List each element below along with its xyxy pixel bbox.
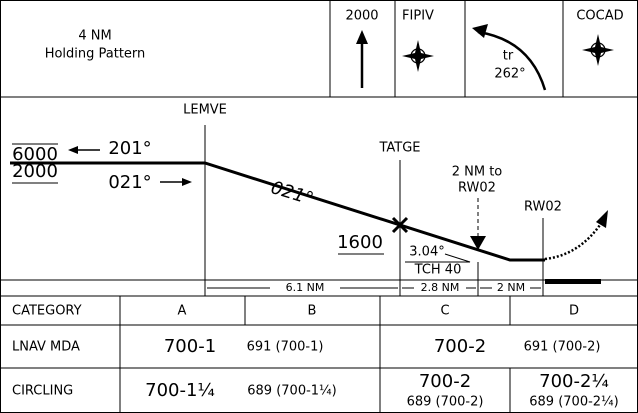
holding-text: 4 NM (78, 29, 111, 44)
arrow-head (68, 146, 78, 154)
arrow-head (356, 30, 368, 44)
fix-lines (0, 125, 638, 297)
minimum-detail: 691 (700-2) (524, 340, 601, 355)
course: 021° (108, 172, 151, 193)
vdp-marker (470, 236, 486, 250)
row-label: CIRCLING (12, 384, 73, 399)
turn-arrow (477, 30, 547, 91)
box-label: COCAD (576, 9, 623, 24)
altitude: 6000 (12, 144, 58, 165)
note: RW02 (458, 181, 496, 196)
table-header: CATEGORY (12, 304, 82, 319)
minimum-detail: 689 (700-2) (407, 395, 484, 410)
box-label: 262° (494, 67, 525, 82)
table-header: A (178, 304, 187, 319)
box-label: FIPIV (402, 9, 434, 24)
course: 201° (108, 138, 151, 159)
arrow-head (472, 24, 488, 38)
minimum: 700-1¼ (145, 380, 215, 401)
distance: 2 NM (497, 281, 525, 294)
minimum-detail: 689 (700-1¼) (247, 384, 336, 399)
table-header: D (569, 304, 579, 319)
distance: 6.1 NM (286, 281, 325, 294)
label-bg (270, 281, 340, 295)
holding-text: Holding Pattern (45, 47, 146, 62)
minimum: 700-2 (434, 336, 486, 357)
fix-label: TATGE (378, 141, 420, 156)
angle-mark (405, 253, 471, 263)
altitude: 2000 (12, 161, 58, 182)
minimum: 700-2¼ (539, 371, 609, 392)
table-header: C (440, 304, 449, 319)
glide-angle: 3.04° (409, 245, 444, 260)
minimum-detail: 691 (700-1) (247, 340, 324, 355)
fix-altitude: 1600 (337, 232, 383, 253)
box-label: 2000 (345, 9, 378, 24)
minimum: 700-2 (419, 371, 471, 392)
label-bg (492, 281, 530, 295)
distance: 2.8 NM (421, 281, 460, 294)
label-bg (414, 281, 466, 295)
arrow-head (182, 178, 192, 186)
box-label: tr (503, 49, 514, 64)
row-label: LNAV MDA (12, 340, 80, 355)
fix-mark (391, 216, 409, 234)
descent-path (10, 161, 545, 262)
arrow-head (596, 210, 608, 228)
fix-label: LEMVE (183, 103, 227, 118)
minimum-detail: 689 (700-2¼) (529, 395, 618, 410)
fix-symbol (581, 33, 615, 67)
course: 021° (268, 177, 316, 210)
note: 2 NM to (452, 165, 503, 180)
fix-label: RW02 (524, 200, 562, 215)
fix-symbol (401, 39, 435, 73)
table-header: B (308, 304, 317, 319)
runway (545, 279, 601, 284)
missed-approach (544, 221, 604, 261)
box-grid (0, 0, 638, 98)
minimum: 700-1 (164, 336, 216, 357)
table-grid (0, 296, 638, 413)
tch: TCH 40 (414, 263, 462, 278)
